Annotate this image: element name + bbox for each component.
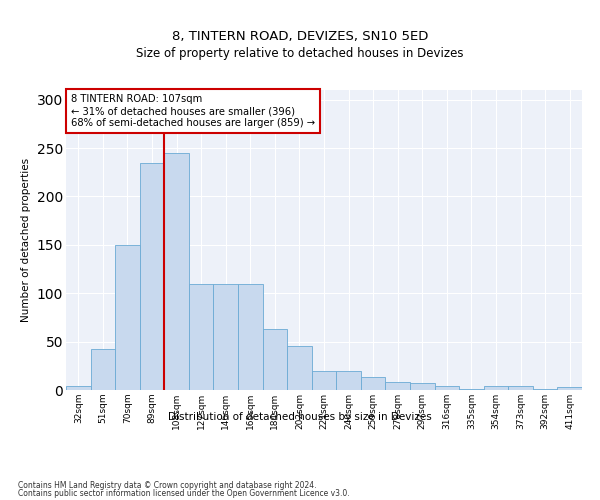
Bar (533, 389, 557, 390)
Bar (385, 382, 410, 390)
Bar (434, 386, 459, 390)
Bar (508, 386, 533, 390)
Y-axis label: Number of detached properties: Number of detached properties (21, 158, 31, 322)
Bar (312, 370, 336, 390)
Bar (336, 370, 361, 390)
Bar (484, 386, 508, 390)
Bar (164, 153, 189, 390)
Text: Distribution of detached houses by size in Devizes: Distribution of detached houses by size … (168, 412, 432, 422)
Bar (410, 383, 434, 390)
Bar (557, 387, 582, 390)
Bar (66, 386, 91, 390)
Bar (263, 329, 287, 390)
Bar (238, 284, 263, 390)
Bar (214, 284, 238, 390)
Bar (459, 389, 484, 390)
Bar (189, 284, 214, 390)
Text: Contains public sector information licensed under the Open Government Licence v3: Contains public sector information licen… (18, 488, 350, 498)
Bar (140, 162, 164, 390)
Text: Contains HM Land Registry data © Crown copyright and database right 2024.: Contains HM Land Registry data © Crown c… (18, 481, 317, 490)
Bar (361, 378, 385, 390)
Text: 8 TINTERN ROAD: 107sqm
← 31% of detached houses are smaller (396)
68% of semi-de: 8 TINTERN ROAD: 107sqm ← 31% of detached… (71, 94, 315, 128)
Bar (287, 346, 312, 390)
Bar (115, 245, 140, 390)
Text: Size of property relative to detached houses in Devizes: Size of property relative to detached ho… (136, 48, 464, 60)
Text: 8, TINTERN ROAD, DEVIZES, SN10 5ED: 8, TINTERN ROAD, DEVIZES, SN10 5ED (172, 30, 428, 43)
Bar (91, 350, 115, 390)
